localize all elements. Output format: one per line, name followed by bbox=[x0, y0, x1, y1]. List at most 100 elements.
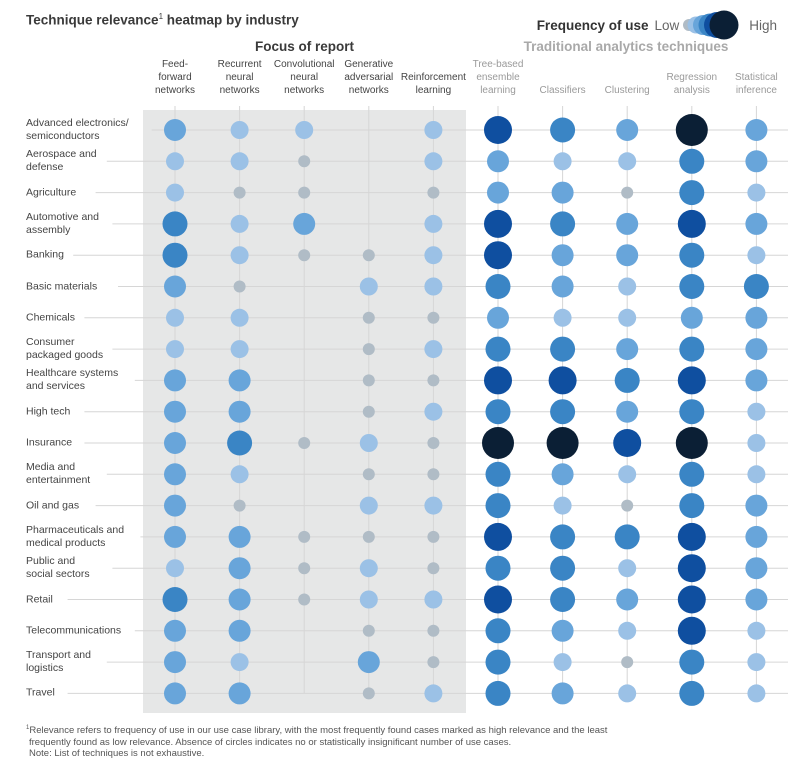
heat-dot bbox=[362, 687, 375, 700]
column-header: Reinforcement learning bbox=[398, 71, 468, 97]
heat-dot bbox=[362, 311, 375, 324]
column-header-line: Statistical bbox=[734, 72, 778, 83]
heat-dot bbox=[298, 562, 311, 575]
heat-dot bbox=[164, 525, 186, 548]
heat-dot bbox=[298, 437, 311, 449]
heat-dot bbox=[679, 461, 705, 487]
row-label-line: Consumer bbox=[26, 336, 75, 349]
column-header-line: Reinforcement bbox=[400, 72, 466, 83]
heat-dot bbox=[747, 434, 766, 452]
heat-dot bbox=[228, 525, 251, 548]
column-header-line: inference bbox=[735, 85, 777, 96]
row-label-line: Advanced electronics/ bbox=[26, 117, 129, 129]
row-label-line: Media and bbox=[26, 461, 76, 474]
heat-dot bbox=[551, 619, 574, 642]
column-header-line: ensemble bbox=[476, 72, 520, 83]
row-label: Agriculture bbox=[26, 186, 81, 200]
heat-dot bbox=[166, 308, 184, 327]
heat-dot bbox=[424, 684, 443, 703]
heat-dot bbox=[230, 465, 249, 484]
footnote-line-3: Note: List of techniques is not exhausti… bbox=[29, 748, 205, 760]
column-header-line: Feed- bbox=[161, 59, 189, 70]
heat-dot bbox=[164, 275, 186, 298]
heat-dot bbox=[424, 214, 443, 233]
row-label-line: assembly bbox=[26, 223, 71, 236]
heat-dot bbox=[487, 306, 509, 329]
heat-dot bbox=[679, 336, 705, 362]
heat-dot bbox=[679, 148, 705, 174]
heat-dot bbox=[424, 590, 443, 609]
column-header-line: Regression bbox=[666, 72, 718, 83]
row-label: Oil and gas bbox=[26, 499, 84, 513]
heat-dot bbox=[482, 427, 514, 459]
row-label-line: Oil and gas bbox=[26, 499, 80, 512]
heat-dot bbox=[553, 152, 572, 171]
row-label-line: Travel bbox=[26, 686, 55, 699]
heat-dot bbox=[164, 651, 186, 674]
legend-scale bbox=[683, 10, 739, 40]
column-header-line: Clustering bbox=[604, 85, 650, 96]
heat-dot bbox=[164, 494, 186, 517]
heat-dot bbox=[357, 651, 380, 674]
heat-dot bbox=[618, 152, 637, 171]
column-header: Generative adversarial networks bbox=[334, 58, 404, 97]
row-label: High tech bbox=[26, 405, 75, 419]
heat-dot bbox=[484, 209, 512, 238]
heat-dot bbox=[298, 186, 311, 199]
heat-dot bbox=[747, 465, 766, 484]
heat-dot bbox=[550, 555, 576, 581]
legend-high-label: High bbox=[749, 17, 777, 33]
heat-dot bbox=[675, 427, 708, 459]
column-header-line: adversarial bbox=[344, 72, 394, 83]
heat-dot bbox=[233, 280, 246, 293]
heat-dot bbox=[551, 244, 574, 267]
heat-dot bbox=[228, 619, 251, 642]
row-label: Banking bbox=[26, 248, 68, 262]
heat-dot bbox=[233, 499, 246, 512]
heat-dot bbox=[747, 621, 766, 640]
heat-dot bbox=[548, 366, 577, 395]
heat-dot bbox=[747, 183, 766, 202]
row-label-line: semiconductors bbox=[26, 130, 100, 142]
heat-dot bbox=[485, 336, 511, 362]
heat-dot bbox=[616, 588, 639, 611]
heat-dot bbox=[677, 616, 706, 645]
heat-dot bbox=[550, 336, 576, 362]
row-label-line: Chemicals bbox=[26, 311, 76, 324]
column-header: Statistical inference bbox=[721, 71, 791, 97]
heat-dot bbox=[745, 494, 768, 517]
heat-dot bbox=[362, 624, 375, 637]
heat-dot bbox=[362, 468, 375, 481]
column-header-line: analysis bbox=[673, 85, 710, 96]
row-label-line: Healthcare systems bbox=[26, 367, 119, 380]
heat-dot bbox=[618, 621, 637, 640]
heat-dot bbox=[679, 242, 705, 268]
column-header-line: Tree-based bbox=[472, 59, 524, 70]
chart-title: Technique relevance1 heatmap by industry bbox=[26, 12, 299, 28]
heat-dot bbox=[553, 496, 572, 515]
heat-dot bbox=[677, 554, 706, 583]
column-header-line: networks bbox=[219, 85, 260, 96]
group-label-traditional: Traditional analytics techniques bbox=[523, 39, 729, 54]
heat-dot bbox=[427, 186, 440, 199]
heat-dot bbox=[362, 249, 375, 262]
heat-dot bbox=[359, 434, 378, 452]
row-label-line: medical products bbox=[26, 536, 106, 549]
row-label-line: Pharmaceuticals and bbox=[26, 523, 125, 536]
heat-dot bbox=[424, 121, 443, 139]
heat-dot bbox=[427, 656, 440, 669]
heat-dot bbox=[550, 399, 576, 425]
heat-dot bbox=[427, 311, 440, 324]
heat-dot bbox=[362, 343, 375, 356]
column-header-line: forward bbox=[158, 72, 192, 83]
heat-dot bbox=[164, 400, 186, 423]
column-header: Feed-forward networks bbox=[140, 58, 210, 97]
heat-dot bbox=[424, 402, 443, 421]
heat-dot bbox=[162, 587, 188, 612]
row-label-line: Basic materials bbox=[26, 280, 98, 292]
heat-dot bbox=[164, 619, 186, 642]
row-label-line: logistics bbox=[26, 662, 64, 675]
heat-dot bbox=[427, 530, 440, 543]
heat-dot bbox=[679, 180, 705, 206]
